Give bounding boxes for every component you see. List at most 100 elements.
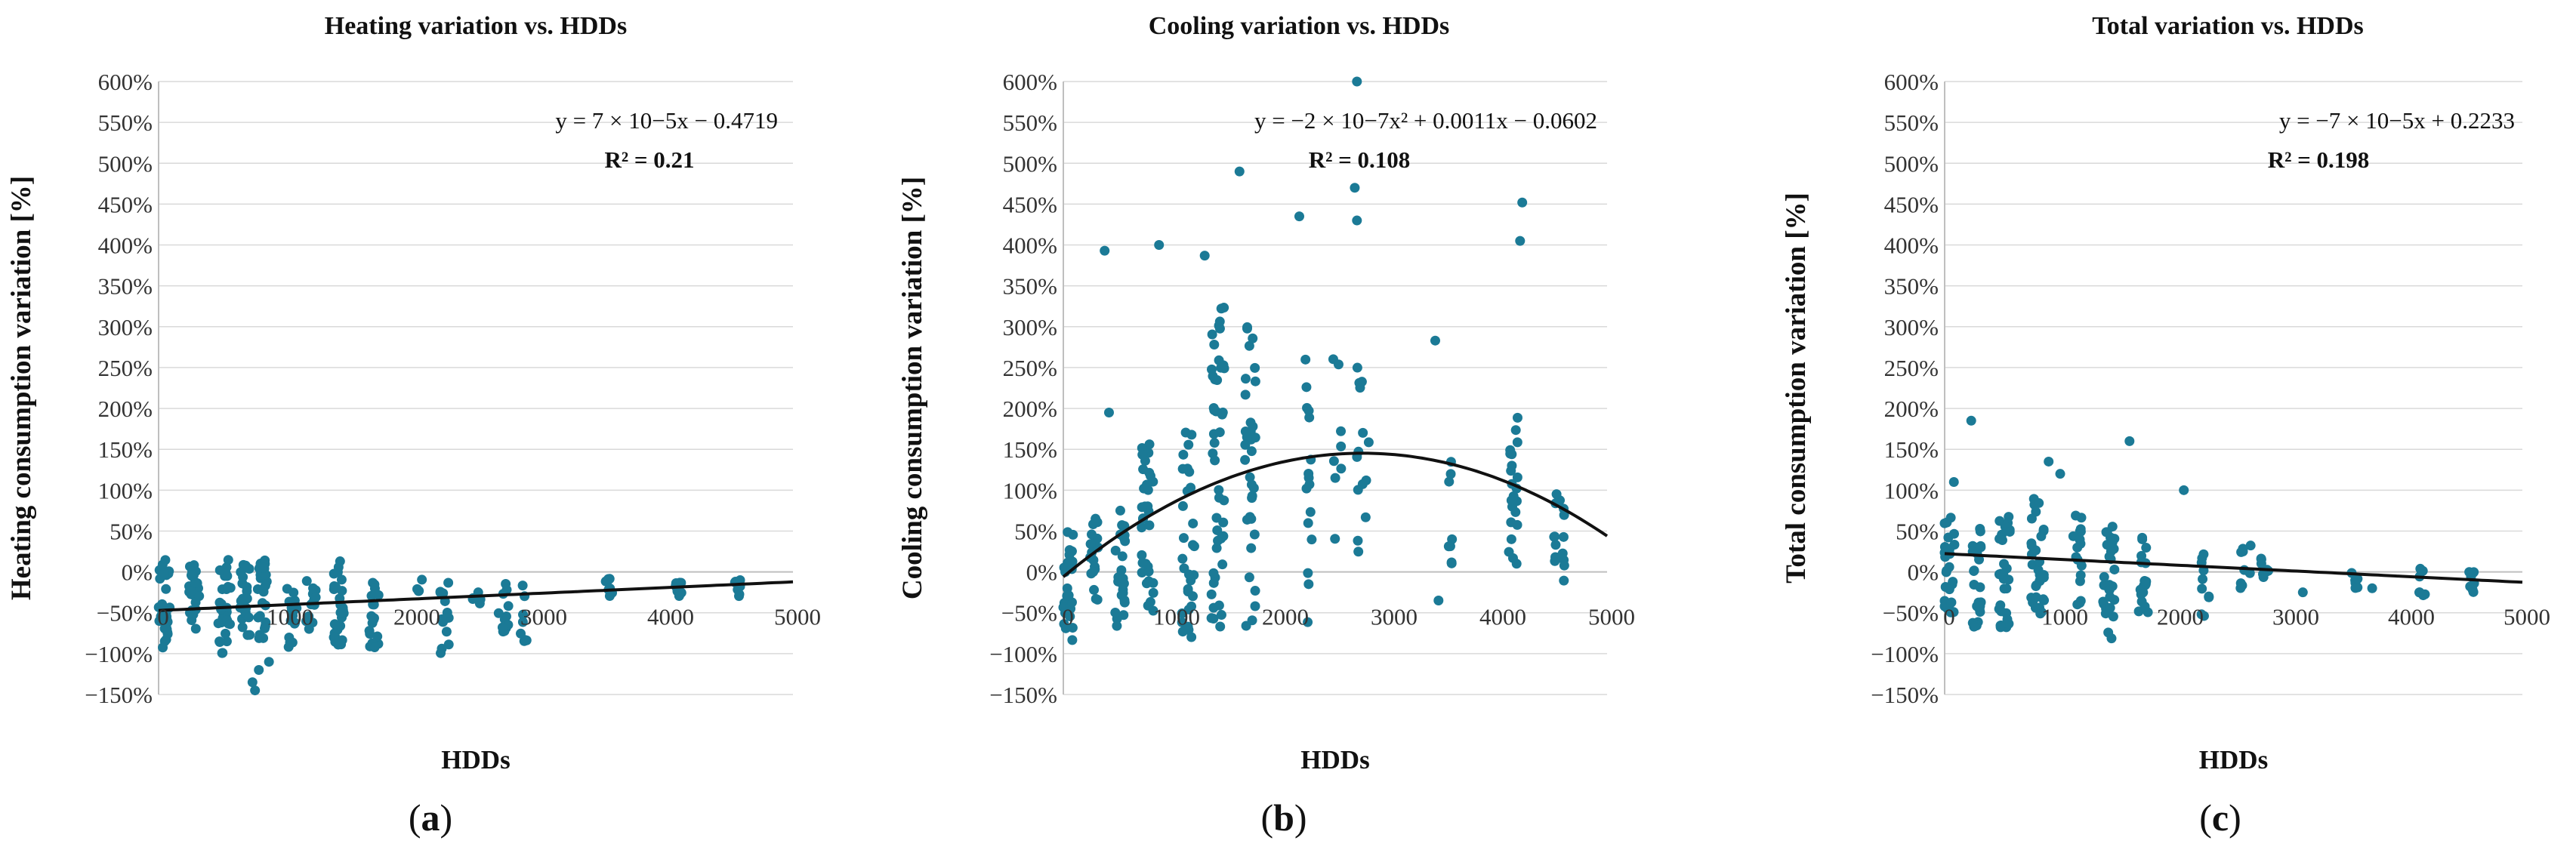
data-point (443, 577, 454, 588)
data-point (1557, 548, 1568, 559)
data-point (2198, 574, 2208, 584)
data-point (158, 642, 168, 653)
data-point (1944, 584, 1954, 595)
data-point (1352, 76, 1362, 87)
data-point (260, 581, 270, 591)
x-tick-label: 2000 (2157, 604, 2204, 630)
data-point (154, 616, 165, 627)
data-point (1948, 607, 1959, 617)
y-tick-label: −100% (85, 641, 153, 667)
data-point (2141, 543, 2152, 553)
y-tick-label: 0% (122, 559, 153, 586)
data-point (1137, 550, 1147, 560)
y-tick-label: 500% (1003, 150, 1057, 177)
panel-label: (c) (2199, 796, 2241, 839)
data-point (1110, 545, 1121, 556)
data-point (365, 629, 375, 639)
data-point (1294, 211, 1304, 222)
panel-label-open: ( (2199, 796, 2212, 839)
data-point (1244, 340, 1254, 351)
data-point (2109, 534, 2120, 544)
data-point (413, 586, 424, 596)
trend-line (1944, 552, 2523, 584)
y-tick-label: 250% (98, 355, 153, 381)
data-point (369, 584, 380, 594)
data-point (1240, 439, 1251, 450)
panel-a: −150% −100% −50% 0% 50% 100% 150% 200% 250% 300% 3… (6, 12, 821, 839)
data-point (217, 648, 228, 658)
data-point (1945, 513, 1956, 523)
data-point (1062, 590, 1072, 601)
data-point (243, 612, 254, 623)
data-point (258, 562, 269, 573)
data-point (254, 665, 264, 676)
data-point (1068, 529, 1078, 540)
data-point (1234, 166, 1245, 177)
data-point (1328, 456, 1339, 467)
panel-label: (a) (409, 796, 452, 839)
data-point (1209, 438, 1220, 448)
data-point (1510, 425, 1521, 436)
data-point (1245, 472, 1255, 482)
data-point (1946, 597, 1957, 608)
data-point (239, 563, 249, 574)
data-point (1211, 513, 1222, 523)
data-point (1966, 415, 1976, 426)
trend-line (158, 580, 794, 612)
data-point (214, 565, 225, 575)
data-point (157, 559, 168, 570)
data-point (1948, 477, 1959, 488)
data-point (1949, 528, 1960, 539)
y-tick-label: 0% (1026, 559, 1057, 586)
x-tick-label: 2000 (393, 604, 440, 630)
data-point (1183, 621, 1193, 632)
data-point (1248, 421, 1258, 432)
data-point (1506, 495, 1516, 506)
data-point (186, 570, 196, 581)
data-point (264, 657, 274, 667)
data-point (1189, 541, 1199, 552)
panel-b: −150% −100% −50% 0% 50% 100% 150% 200% 250% 300% 3… (897, 12, 1635, 839)
data-point (1119, 597, 1130, 608)
data-point (307, 617, 318, 628)
data-point (1177, 553, 1188, 564)
y-tick-label: 500% (1884, 150, 1939, 177)
data-point (1303, 405, 1314, 416)
data-point (1061, 604, 1072, 614)
data-point (516, 628, 526, 639)
data-point (372, 631, 383, 642)
data-point (1303, 617, 1313, 627)
y-tick-label: −50% (1883, 600, 1939, 627)
data-point (1549, 531, 1559, 542)
x-tick-label: 2000 (1262, 604, 1309, 630)
data-point (2104, 585, 2115, 596)
x-tick-label: 5000 (2504, 604, 2550, 630)
data-point (604, 590, 615, 601)
data-point (1350, 183, 1360, 193)
data-point (1550, 552, 1560, 562)
panel-label-letter: c (2212, 796, 2229, 839)
y-tick-label: 600% (1003, 69, 1057, 95)
y-tick-label: 350% (98, 273, 153, 300)
data-point (1116, 590, 1127, 600)
y-tick-label: −100% (989, 641, 1057, 667)
y-tick-label: −50% (97, 600, 153, 627)
y-tick-label: 300% (1003, 314, 1057, 340)
data-point (517, 617, 528, 627)
data-point (1209, 340, 1220, 350)
data-point (1244, 572, 1254, 583)
y-tick-label: 350% (1884, 273, 1939, 300)
data-point (2004, 574, 2014, 585)
data-point (333, 562, 344, 572)
panel-label-close: ) (1294, 796, 1307, 839)
data-point (436, 648, 446, 658)
x-tick-label: 1000 (1153, 604, 1200, 630)
data-point (1999, 584, 2010, 594)
data-point (1089, 584, 1100, 595)
r-squared-label: R² = 0.21 (604, 146, 694, 173)
y-tick-label: 600% (1884, 69, 1939, 95)
data-point (1995, 621, 2006, 631)
data-point (216, 604, 227, 614)
data-point (1559, 510, 1569, 520)
data-point (1092, 517, 1103, 528)
